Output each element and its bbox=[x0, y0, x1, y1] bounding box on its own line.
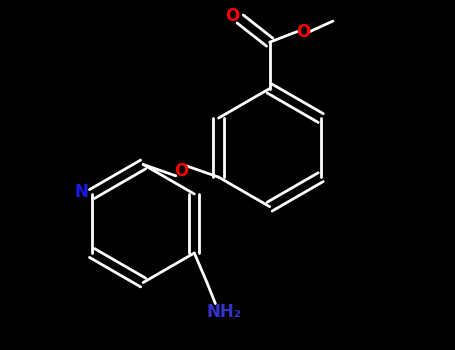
Text: NH₂: NH₂ bbox=[206, 303, 241, 321]
Text: N: N bbox=[75, 183, 88, 201]
Text: O: O bbox=[225, 7, 240, 24]
Text: O: O bbox=[296, 23, 310, 41]
Text: O: O bbox=[174, 162, 188, 180]
